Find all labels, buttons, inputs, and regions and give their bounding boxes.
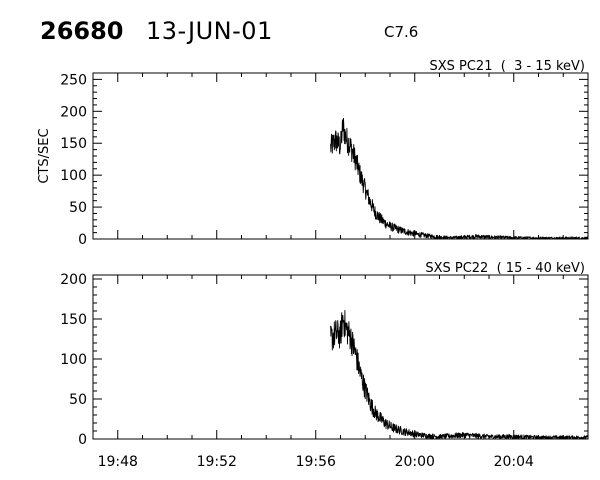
flare-class: C7.6 (384, 23, 419, 41)
y-tick-label: 0 (78, 232, 87, 248)
y-axis-label-1: CTS/SEC (37, 128, 52, 183)
x-tick-label: 20:00 (395, 454, 435, 470)
y-tick-label: 50 (69, 392, 87, 408)
event-number: 26680 (40, 17, 124, 45)
x-tick-label: 19:52 (197, 454, 237, 470)
y-tick-label: 0 (78, 432, 87, 448)
y-tick-label: 100 (60, 168, 87, 184)
y-tick-label: 250 (60, 72, 87, 88)
y-tick-label: 150 (60, 312, 87, 328)
series-line-1 (330, 117, 589, 240)
x-tick-label: 19:48 (98, 454, 138, 470)
y-tick-label: 50 (69, 200, 87, 216)
series-line-2 (330, 309, 589, 440)
y-tick-label: 200 (60, 104, 87, 120)
plot-frame-2 (92, 274, 589, 440)
y-tick-label: 200 (60, 272, 87, 288)
x-tick-label: 19:56 (296, 454, 336, 470)
y-tick-label: 150 (60, 136, 87, 152)
panel-title-2: SXS PC22 ( 15 - 40 keV) (425, 261, 585, 276)
y-tick-label: 100 (60, 352, 87, 368)
x-tick-label: 20:04 (494, 454, 534, 470)
plot-frame-1 (92, 72, 589, 240)
panel-title-1: SXS PC21 ( 3 - 15 keV) (429, 59, 585, 74)
event-date: 13-JUN-01 (146, 17, 273, 45)
